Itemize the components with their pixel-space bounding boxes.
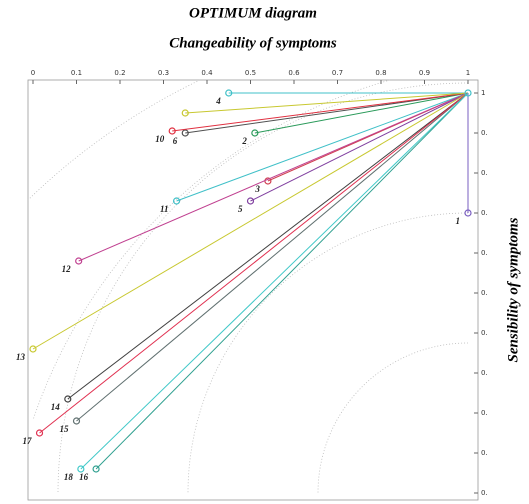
y-axis-label: Sensibility of symptoms — [505, 217, 521, 362]
point — [172, 197, 181, 205]
point — [246, 197, 255, 205]
link-line — [172, 92, 469, 132]
point — [92, 465, 100, 473]
link-line — [39, 92, 469, 434]
x-tick-label: 0.9 — [419, 69, 430, 77]
point-label: 4 — [215, 96, 221, 106]
link-line — [67, 92, 469, 400]
point-label: 15 — [60, 424, 70, 434]
x-tick-label: 0.4 — [201, 69, 213, 77]
point-label: 3 — [254, 184, 260, 194]
point — [72, 417, 81, 425]
x-tick-label: 0 — [31, 69, 35, 77]
point — [29, 345, 37, 353]
point-label: 6 — [173, 136, 178, 146]
link-line — [78, 92, 469, 262]
point-label: 11 — [160, 204, 169, 214]
link-line — [76, 92, 469, 422]
point — [181, 109, 189, 117]
y-tick-label: 0. — [481, 409, 488, 417]
y-tick-label: 0. — [481, 329, 488, 337]
link-line — [250, 92, 469, 202]
point-label: 1 — [456, 216, 461, 226]
point — [75, 257, 83, 265]
point — [77, 465, 85, 473]
plot-frame — [27, 79, 479, 501]
x-tick-label: 0.8 — [375, 69, 386, 77]
point-label: 10 — [155, 134, 165, 144]
y-tick-label: 0. — [481, 169, 488, 177]
y-tick-label: 1 — [481, 89, 485, 97]
point-label: 14 — [51, 402, 61, 412]
x-tick-label: 0.7 — [332, 69, 343, 77]
link-line — [254, 92, 469, 134]
point — [168, 127, 176, 135]
point-label: 16 — [79, 472, 89, 482]
point — [64, 395, 72, 403]
point — [181, 129, 189, 137]
link-line — [185, 92, 469, 114]
y-tick-label: 0. — [481, 249, 488, 257]
y-tick-label: 0. — [481, 369, 488, 377]
y-tick-label: 0. — [481, 129, 488, 137]
chart-subtitle: Changeability of symptoms — [169, 35, 337, 51]
y-tick-label: 0. — [481, 489, 488, 497]
x-tick-label: 0.6 — [288, 69, 300, 77]
point — [225, 89, 233, 97]
point-label: 13 — [16, 352, 26, 362]
link-line — [95, 92, 469, 470]
y-tick-label: 0. — [481, 289, 488, 297]
x-tick-label: 0.3 — [158, 69, 169, 77]
point-label: 2 — [241, 136, 247, 146]
x-tick-label: 0.5 — [245, 69, 256, 77]
y-tick-label: 0. — [481, 449, 488, 457]
x-tick-label: 1 — [466, 69, 470, 77]
link-line — [185, 92, 469, 134]
y-tick-label: 0. — [481, 209, 488, 217]
polar-grid — [27, 79, 469, 494]
point — [35, 429, 44, 437]
point-label: 17 — [23, 436, 33, 446]
chart-title: OPTIMUM diagram — [189, 5, 317, 21]
point — [251, 129, 259, 137]
point — [464, 209, 472, 217]
point-label: 18 — [64, 472, 74, 482]
link-line — [32, 92, 469, 350]
point-label: 5 — [238, 204, 243, 214]
link-line — [80, 92, 469, 470]
target-point — [464, 89, 472, 97]
x-tick-label: 0.1 — [71, 69, 82, 77]
point-label: 12 — [62, 264, 72, 274]
link-line — [176, 92, 469, 202]
x-tick-label: 0.2 — [114, 69, 125, 77]
